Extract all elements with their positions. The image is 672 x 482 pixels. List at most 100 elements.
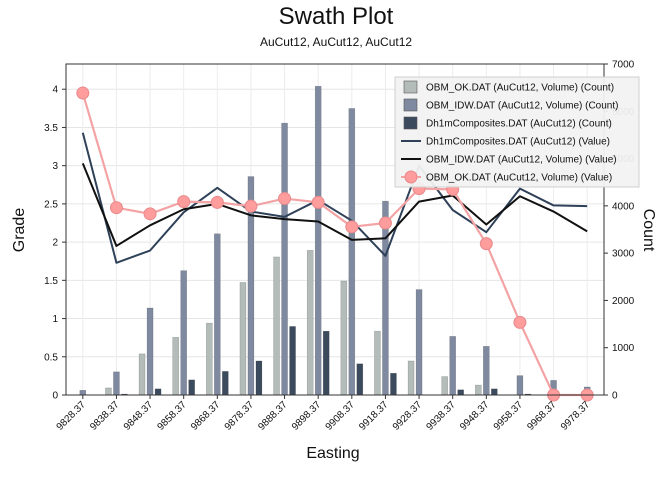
- bar-idw-count: [382, 200, 389, 396]
- x-tick-label: 9938.37: [424, 399, 458, 433]
- bar-idw-count: [113, 371, 120, 396]
- ok-value-marker: [311, 195, 325, 209]
- bar-ok-count: [206, 322, 213, 396]
- x-tick-label: 9948.37: [458, 399, 492, 433]
- legend-entry-label: OBM_OK.DAT (AuCut12, Volume) (Count): [426, 83, 614, 94]
- x-tick-label: 9888.37: [256, 399, 290, 433]
- bar-idw-count: [314, 85, 322, 396]
- y-tick-label: 1.5: [44, 276, 58, 287]
- bar-idw-count: [180, 270, 187, 396]
- bar-ok-count: [407, 360, 415, 396]
- x-tick-label: 9968.37: [525, 399, 559, 433]
- x-tick-label: 9848.37: [122, 399, 156, 433]
- bar-composites-count: [390, 372, 397, 396]
- y-axis-label: Grade: [11, 208, 28, 253]
- legend: OBM_OK.DAT (AuCut12, Volume) (Count) OBM_…: [394, 76, 640, 188]
- ok-value-marker: [378, 216, 392, 230]
- ok-value-marker: [177, 195, 191, 209]
- bar-ok-count: [138, 353, 146, 396]
- bar-idw-count: [214, 233, 221, 396]
- ok-value-marker: [143, 207, 157, 221]
- ok-value-marker: [244, 199, 258, 213]
- y-tick-label: 2.5: [44, 199, 58, 210]
- y2-tick-label: 1000: [612, 343, 635, 354]
- idw-value-line: [81, 162, 588, 247]
- ok-value-marker: [76, 86, 90, 100]
- bar-composites-count: [457, 389, 464, 396]
- bar-idw-count: [146, 307, 154, 396]
- legend-entry-label: OBM_OK.DAT (AuCut12, Volume) (Value): [426, 173, 612, 184]
- bar-idw-count: [79, 390, 87, 396]
- bar-composites-count: [322, 330, 330, 396]
- bar-ok-count: [273, 256, 280, 396]
- y-tick-label: 0: [52, 391, 58, 402]
- x-tick-label: 9838.37: [88, 399, 122, 433]
- ok-value-marker: [345, 220, 359, 234]
- bar-idw-count: [348, 108, 356, 396]
- bar-idw-count: [281, 122, 288, 396]
- ok-value-marker: [513, 315, 527, 329]
- y2-tick-label: 3000: [612, 249, 635, 260]
- legend-swatch-bar: [403, 98, 418, 112]
- x-tick-label: 9858.37: [155, 399, 189, 433]
- ok-value-marker: [278, 192, 292, 206]
- ok-value-marker: [210, 195, 224, 209]
- bar-composites-count: [188, 379, 195, 396]
- y-tick-label: 2: [52, 238, 58, 249]
- x-tick-label: 9878.37: [223, 399, 257, 433]
- ok-value-line: [81, 92, 588, 397]
- bar-ok-count: [239, 282, 247, 396]
- y2-tick-label: 2000: [612, 296, 635, 307]
- bar-idw-count: [415, 289, 423, 396]
- chart-subtitle: AuCut12, AuCut12, AuCut12: [260, 35, 412, 49]
- y2-tick-label: 7000: [612, 60, 635, 71]
- x-tick-label: 9928.37: [391, 399, 425, 433]
- chart-title: Swath Plot: [279, 3, 394, 30]
- x-tick-label: 9918.37: [357, 399, 391, 433]
- bar-idw-count: [449, 336, 456, 396]
- y2-axis-label: Count: [640, 209, 657, 252]
- bar-ok-count: [441, 376, 448, 396]
- y2-tick-label: 0: [612, 391, 618, 402]
- bar-ok-count: [306, 250, 314, 396]
- x-axis-label: Easting: [306, 445, 359, 462]
- x-tick-label: 9868.37: [189, 399, 223, 433]
- y-tick-label: 4: [52, 85, 58, 96]
- legend-box: [394, 76, 640, 188]
- x-tick-label: 9908.37: [324, 399, 358, 433]
- plot-frame: [65, 63, 605, 396]
- legend-swatch-marker: [404, 170, 418, 184]
- bar-idw-count: [483, 346, 490, 396]
- y2-tick-label: 4000: [612, 201, 635, 212]
- bar-ok-count: [374, 330, 381, 396]
- legend-entry-label: Dh1mComposites.DAT (AuCut12) (Count): [426, 119, 612, 130]
- x-tick-label: 9828.37: [55, 399, 89, 433]
- x-tick-label: 9978.37: [559, 399, 593, 433]
- y-tick-label: 1: [52, 314, 58, 325]
- y-tick-label: 3.5: [44, 123, 58, 134]
- bar-ok-count: [475, 384, 482, 396]
- y-tick-label: 0.5: [44, 352, 58, 363]
- y-tick-label: 3: [52, 161, 58, 172]
- bar-composites-count: [154, 388, 162, 396]
- bar-ok-count: [105, 387, 112, 396]
- bar-ok-count: [340, 280, 348, 396]
- bar-idw-count: [516, 375, 524, 396]
- bar-ok-count: [172, 337, 179, 396]
- ok-value-marker: [479, 237, 493, 251]
- bar-composites-count: [356, 363, 364, 396]
- legend-swatch-bar: [403, 80, 418, 94]
- bar-composites-count: [289, 326, 296, 396]
- legend-entry-label: OBM_IDW.DAT (AuCut12, Volume) (Value): [426, 155, 617, 166]
- legend-entry-label: OBM_IDW.DAT (AuCut12, Volume) (Count): [426, 101, 618, 112]
- legend-entry-label: Dh1mComposites.DAT (AuCut12) (Value): [426, 137, 610, 148]
- ok-value-marker: [109, 201, 123, 215]
- bar-composites-count: [255, 360, 263, 396]
- x-tick-label: 9898.37: [290, 399, 324, 433]
- legend-swatch-bar: [403, 116, 418, 130]
- x-tick-label: 9958.37: [492, 399, 526, 433]
- bar-composites-count: [491, 388, 498, 396]
- bar-composites-count: [222, 371, 229, 396]
